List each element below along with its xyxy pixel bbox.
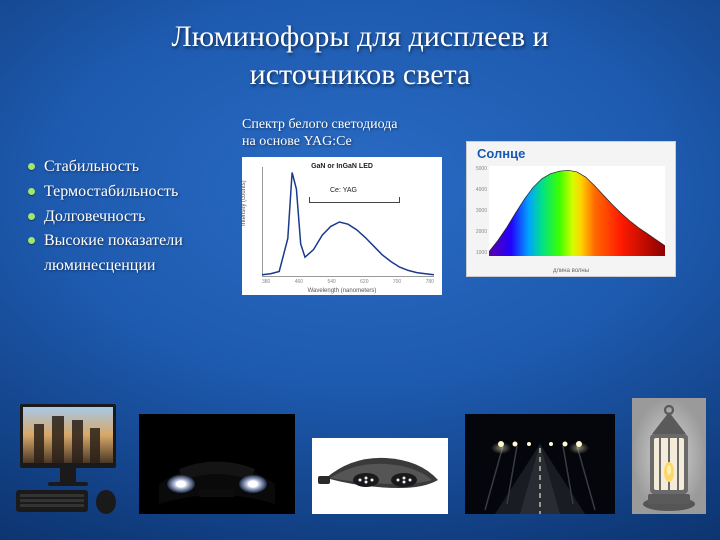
bullet-dot-icon xyxy=(28,237,35,244)
car-headlights-image xyxy=(139,414,295,514)
sun-x-label: длина волны xyxy=(467,268,675,274)
bullet-item: Стабильность xyxy=(28,157,228,178)
bracket-annotation xyxy=(309,197,399,203)
bullet-dot-icon xyxy=(28,163,35,170)
led-spectrum-block: Спектр белого светодиода на основе YAG:C… xyxy=(242,117,452,295)
led-spectrum-line xyxy=(262,167,434,277)
sun-spectrum-chart: Солнце длина волны 50004000300020001000 xyxy=(466,141,676,277)
sun-spectrum-block: Солнце длина волны 50004000300020001000 xyxy=(466,117,676,277)
lantern-image xyxy=(632,398,706,514)
bullet-item: Высокие показатели xyxy=(28,231,228,252)
bullet-dot-icon xyxy=(28,188,35,195)
sun-plot-area xyxy=(489,166,665,256)
desktop-computer-image xyxy=(14,402,122,514)
night-road-image xyxy=(465,414,615,514)
bullet-item: Термостабильность xyxy=(28,182,228,203)
led-street-lamp-image xyxy=(312,438,448,514)
bullet-item: Долговечность xyxy=(28,207,228,228)
ce-yag-annotation: Ce: YAG xyxy=(330,187,357,194)
bullet-dot-icon xyxy=(28,213,35,220)
properties-list: Стабильность Термостабильность Долговечнос… xyxy=(28,117,228,281)
bullet-continuation: люминесценции xyxy=(28,256,228,277)
slide-title: Люминофоры для дисплеев и источников све… xyxy=(28,18,692,93)
sun-title: Солнце xyxy=(477,146,525,161)
y-axis-label: Intensity (counts) xyxy=(241,180,247,226)
title-line-2: источников света xyxy=(250,58,471,91)
led-spectrum-caption: Спектр белого светодиода на основе YAG:C… xyxy=(242,117,452,151)
x-axis-label: Wavelength (nanometers) xyxy=(242,288,442,294)
image-gallery xyxy=(14,398,706,514)
title-line-1: Люминофоры для дисплеев и xyxy=(171,20,548,53)
led-spectrum-chart: GaN or InGaN LED Wavelength (nanometers)… xyxy=(242,157,442,295)
